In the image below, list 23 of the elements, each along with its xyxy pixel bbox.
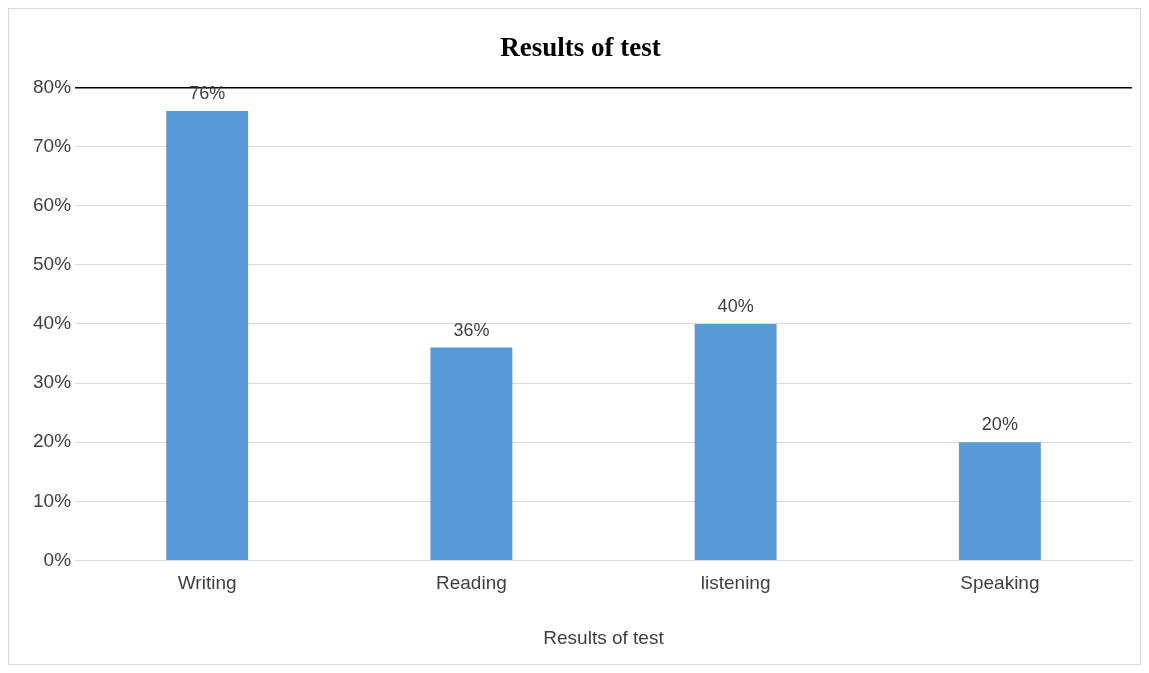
bar [430,347,513,560]
x-axis-title: Results of test [543,626,665,648]
x-tick-label: Reading [436,572,507,594]
y-tick-label: 20% [33,430,72,452]
y-tick-label: 80% [33,75,72,97]
y-tick-label: 30% [33,371,72,393]
data-label: 40% [717,295,754,316]
chart-title: Results of test [500,32,661,63]
y-tick-label: 50% [33,253,72,275]
x-tick-label: Speaking [960,572,1040,594]
data-label: 20% [981,414,1018,435]
y-tick-label: 10% [33,489,72,511]
y-tick-label: 60% [33,193,72,215]
data-label: 36% [453,319,490,340]
bar [166,111,249,560]
bar [694,323,777,560]
y-tick-label: 0% [43,548,72,570]
y-tick-label: 70% [33,134,72,156]
y-tick-label: 40% [33,312,72,334]
x-tick-label: listening [700,572,771,594]
data-label: 76% [189,83,226,104]
bar [958,442,1041,560]
x-tick-label: Writing [177,572,237,594]
